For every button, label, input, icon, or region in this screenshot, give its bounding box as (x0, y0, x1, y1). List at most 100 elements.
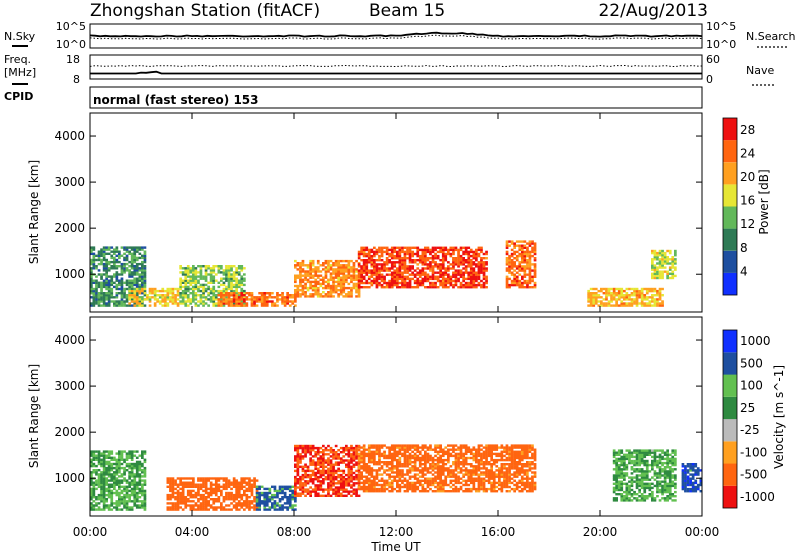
heatmap-cell (209, 489, 213, 493)
heatmap-cell (383, 246, 386, 249)
heatmap-cell (212, 281, 216, 284)
heatmap-cell (184, 502, 188, 505)
heatmap-cell (370, 281, 374, 285)
heatmap-cell (421, 485, 425, 489)
heatmap-cell (105, 462, 108, 466)
heatmap-cell (153, 296, 157, 299)
heatmap-cell (184, 483, 188, 486)
heatmap-cell (271, 302, 274, 305)
heatmap-cell (380, 269, 384, 272)
heatmap-cell (110, 485, 114, 488)
heatmap-cell (467, 479, 471, 482)
heatmap-cell (299, 461, 302, 464)
heatmap-cell (352, 268, 356, 271)
heatmap-cell (90, 502, 93, 505)
heatmap-cell (459, 286, 463, 289)
heatmap-cell (638, 289, 641, 293)
heatmap-cell (431, 465, 435, 468)
heatmap-cell (102, 298, 106, 301)
heatmap-cell (615, 304, 618, 307)
heatmap-cell (258, 298, 261, 301)
heatmap-cell (533, 265, 537, 268)
heatmap-cell (209, 267, 213, 270)
heatmap-cell (408, 463, 412, 466)
heatmap-cell (237, 302, 241, 305)
heatmap-cell (413, 490, 417, 493)
heatmap-cell (327, 463, 330, 466)
heatmap-cell (515, 283, 519, 287)
heatmap-cell (337, 274, 340, 277)
heatmap-cell (508, 259, 511, 262)
heatmap-cell (115, 491, 119, 495)
heatmap-cell (240, 283, 244, 287)
heatmap-cell (92, 487, 96, 491)
heatmap-cell (597, 294, 601, 297)
heatmap-cell (105, 493, 108, 497)
heatmap-cell (240, 265, 244, 268)
heatmap-cell (396, 485, 399, 489)
heatmap-cell (421, 490, 425, 493)
heatmap-cell (436, 250, 440, 254)
heatmap-cell (454, 469, 458, 472)
heatmap-cell (316, 268, 320, 271)
heatmap-cell (301, 444, 305, 448)
heatmap-cell (235, 304, 238, 307)
heatmap-cell (396, 483, 399, 487)
heatmap-cell (332, 289, 335, 292)
heatmap-cell (115, 477, 119, 480)
heatmap-cell (406, 444, 409, 447)
heatmap-cell (464, 269, 468, 272)
heatmap-cell (635, 298, 639, 301)
heatmap-cell (148, 298, 152, 301)
heatmap-cell (429, 283, 432, 287)
heatmap-cell (294, 498, 297, 501)
heatmap-cell (388, 450, 391, 453)
heatmap-cell (319, 457, 323, 460)
heatmap-cell (396, 469, 399, 472)
heatmap-cell (135, 466, 139, 470)
heatmap-cell (237, 296, 241, 299)
heatmap-cell (480, 250, 483, 254)
heatmap-cell (355, 488, 358, 491)
heatmap-cell (449, 465, 453, 468)
heatmap-cell (666, 272, 669, 275)
heatmap-cell (296, 480, 300, 483)
heatmap-cell (309, 453, 312, 456)
heatmap-cell (135, 279, 139, 282)
heatmap-cell (225, 302, 228, 305)
heatmap-cell (179, 481, 182, 484)
heatmap-cell (597, 300, 601, 303)
heatmap-cell (531, 242, 534, 245)
heatmap-cell (334, 262, 338, 265)
heatmap-cell (220, 265, 223, 268)
heatmap-cell (375, 450, 379, 453)
heatmap-cell (138, 460, 142, 464)
heatmap-cell (133, 269, 137, 272)
heatmap-cell (347, 276, 351, 279)
heatmap-cell (143, 479, 147, 482)
heatmap-cell (125, 504, 129, 507)
heatmap-cell (225, 496, 228, 499)
heatmap-cell (452, 463, 455, 466)
heatmap-cell (380, 465, 384, 468)
heatmap-cell (248, 504, 251, 507)
heatmap-cell (337, 461, 340, 464)
heatmap-cell (253, 477, 256, 480)
heatmap-cell (194, 292, 198, 295)
heatmap-cell (510, 259, 514, 262)
heatmap-cell (454, 452, 458, 456)
heatmap-cell (286, 500, 289, 503)
heatmap-cell (661, 270, 664, 273)
heatmap-cell (477, 281, 481, 285)
heatmap-cell (169, 292, 172, 295)
heatmap-cell (141, 493, 144, 497)
heatmap-cell (186, 498, 190, 501)
heatmap-cell (316, 262, 320, 265)
heatmap-cell (350, 459, 353, 462)
heatmap-cell (441, 259, 445, 262)
heatmap-cell (464, 267, 468, 270)
heatmap-cell (322, 278, 325, 281)
heatmap-cell (332, 457, 335, 460)
date-label: 22/Aug/2013 (598, 1, 708, 21)
heatmap-cell (469, 481, 473, 485)
